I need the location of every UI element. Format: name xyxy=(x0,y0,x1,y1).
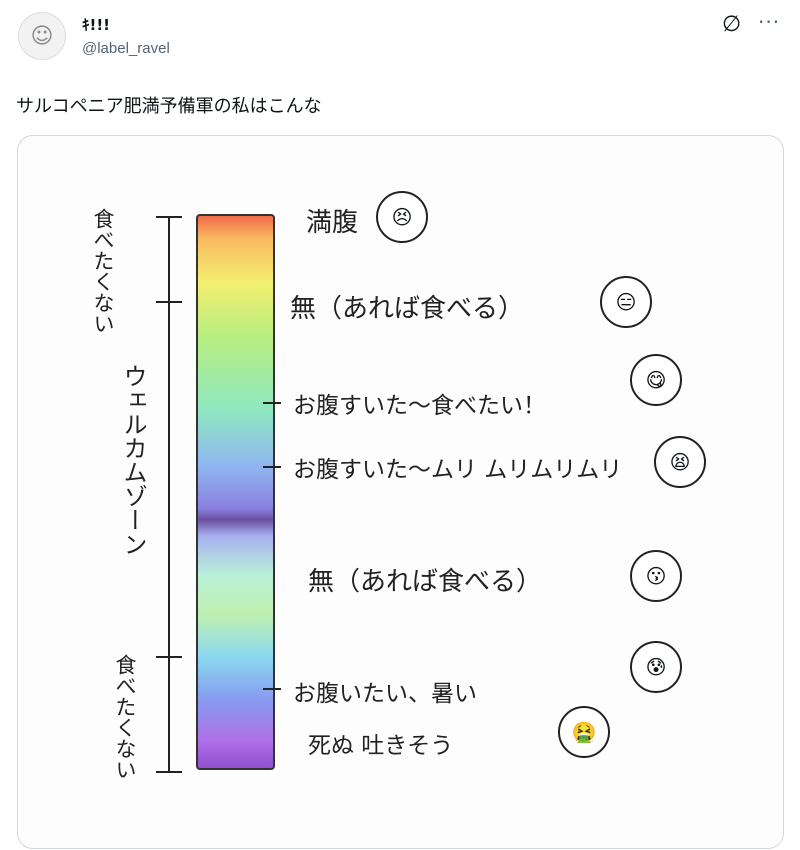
face-icon: 🤮 xyxy=(558,706,610,758)
label-neutral-1: 無（あれば食べる） xyxy=(290,294,525,324)
face-icon: 😋 xyxy=(630,354,682,406)
label-dying: 死ぬ 吐きそう xyxy=(308,733,454,759)
label-full: 満腹 xyxy=(306,208,359,238)
label-stomach-ache: お腹いたい、暑い xyxy=(293,681,477,707)
grok-icon[interactable]: ∅ xyxy=(722,12,742,37)
hunger-gradient-bar xyxy=(196,214,275,770)
display-name[interactable]: ｷ!!! xyxy=(82,16,111,34)
face-icon: 😑 xyxy=(600,276,652,328)
label-welcome-zone: ウェルカムゾーン xyxy=(119,364,147,556)
user-handle[interactable]: @label_ravel xyxy=(82,40,170,57)
bracket-tick xyxy=(156,771,182,773)
face-icon: 😰 xyxy=(630,641,682,693)
bracket-line xyxy=(168,216,170,771)
label-hungry-want-eat: お腹すいた～食べたい！ xyxy=(293,393,546,419)
label-neutral-2: 無（あれば食べる） xyxy=(308,567,543,597)
more-options-button[interactable]: ··· xyxy=(758,10,781,34)
bar-tick xyxy=(263,402,281,404)
bar-tick xyxy=(263,688,281,690)
face-icon: 😫 xyxy=(654,436,706,488)
tweet-image[interactable]: 食べたくない ウェルカムゾーン 食べたくない 満腹 😣 無（あれば食べる） 😑 … xyxy=(17,135,784,849)
tweet-text: サルコペニア肥満予備軍の私はこんな xyxy=(16,96,322,117)
label-hungry-cannot: お腹すいた～ムリ ムリムリムリ xyxy=(293,457,623,483)
avatar[interactable]: ☺ xyxy=(18,12,66,60)
bracket-tick xyxy=(156,216,182,218)
bar-tick xyxy=(263,466,281,468)
label-no-appetite-top: 食べたくない xyxy=(91,208,115,334)
label-no-appetite-bottom: 食べたくない xyxy=(113,654,137,780)
face-icon: 😗 xyxy=(630,550,682,602)
bracket-tick xyxy=(156,301,182,303)
face-icon: 😣 xyxy=(376,191,428,243)
bracket-tick xyxy=(156,656,182,658)
